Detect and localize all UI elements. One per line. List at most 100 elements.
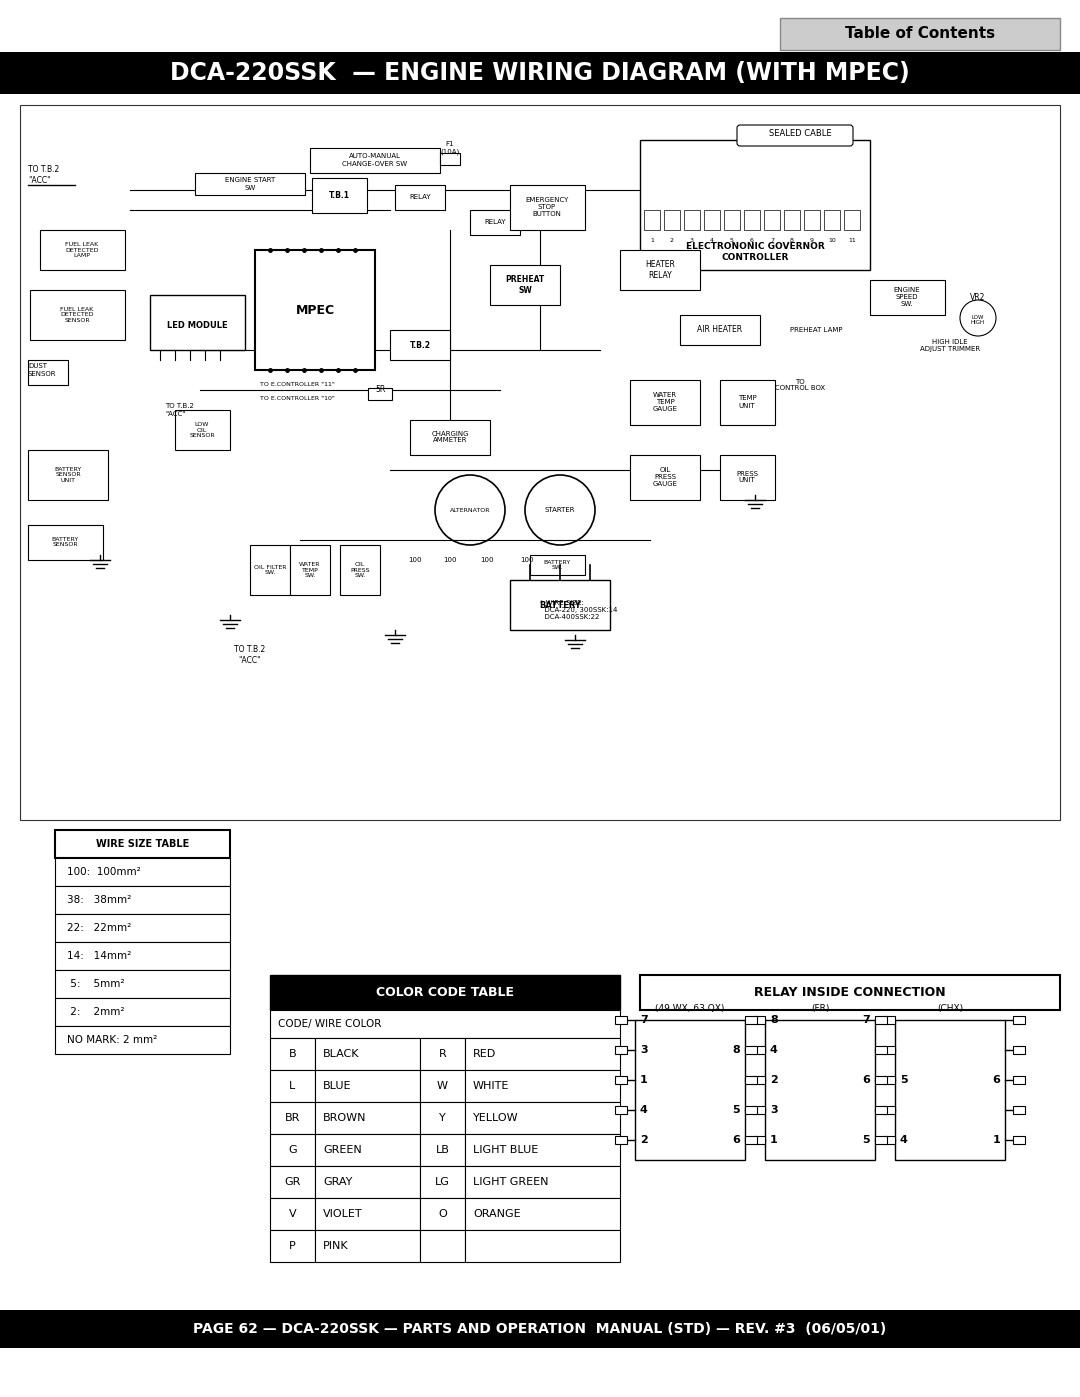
Text: W: W bbox=[437, 1081, 448, 1091]
Bar bbox=[28, 360, 68, 386]
Text: R: R bbox=[438, 1049, 446, 1059]
Text: AUTO-MANUAL
CHANGE-OVER SW: AUTO-MANUAL CHANGE-OVER SW bbox=[342, 154, 407, 166]
Text: 8: 8 bbox=[732, 1045, 740, 1055]
Text: LOW
HIGH: LOW HIGH bbox=[971, 314, 985, 326]
Bar bbox=[470, 210, 519, 235]
Text: WATER
TEMP
SW.: WATER TEMP SW. bbox=[299, 562, 321, 578]
Text: 6: 6 bbox=[862, 1076, 870, 1085]
Bar bbox=[55, 830, 230, 858]
Bar bbox=[395, 184, 445, 210]
Text: ALTERNATOR: ALTERNATOR bbox=[449, 507, 490, 513]
Text: BATTERY
SENSOR: BATTERY SENSOR bbox=[52, 536, 79, 548]
Text: 2: 2 bbox=[670, 237, 674, 243]
Text: RED: RED bbox=[473, 1049, 496, 1059]
Text: BLUE: BLUE bbox=[323, 1081, 351, 1091]
Text: 2: 2 bbox=[640, 1134, 648, 1146]
Text: 5: 5 bbox=[730, 237, 734, 243]
Bar bbox=[315, 1070, 420, 1102]
Bar bbox=[764, 210, 780, 231]
Bar bbox=[0, 1310, 1080, 1348]
Bar bbox=[249, 545, 291, 595]
Bar bbox=[895, 1020, 1005, 1160]
Text: 5R: 5R bbox=[375, 386, 386, 394]
Bar bbox=[270, 1070, 315, 1102]
Text: 14:   14mm²: 14: 14mm² bbox=[67, 951, 132, 961]
Text: WATER
TEMP
GAUGE: WATER TEMP GAUGE bbox=[652, 393, 677, 412]
Text: AIR HEATER: AIR HEATER bbox=[698, 326, 743, 334]
Bar bbox=[465, 1199, 620, 1229]
Bar bbox=[720, 380, 775, 425]
Text: Y: Y bbox=[440, 1113, 446, 1123]
Text: DUST
SENSOR: DUST SENSOR bbox=[28, 363, 56, 377]
Bar bbox=[883, 1106, 895, 1113]
Bar bbox=[420, 1166, 465, 1199]
Text: VR2: VR2 bbox=[970, 293, 986, 303]
Text: HEATER
RELAY: HEATER RELAY bbox=[645, 260, 675, 279]
Bar bbox=[270, 1166, 315, 1199]
Bar bbox=[753, 1016, 765, 1024]
Bar bbox=[490, 265, 561, 305]
Bar bbox=[720, 455, 775, 500]
Text: RELAY: RELAY bbox=[409, 194, 431, 200]
Text: PRESS
UNIT: PRESS UNIT bbox=[735, 471, 758, 483]
Text: 1: 1 bbox=[650, 237, 653, 243]
Text: 7: 7 bbox=[770, 237, 774, 243]
Text: 7: 7 bbox=[862, 1016, 870, 1025]
Bar bbox=[530, 555, 585, 576]
Text: WIRE SIZE TABLE: WIRE SIZE TABLE bbox=[96, 840, 189, 849]
Text: (FR): (FR) bbox=[811, 1003, 829, 1013]
Bar bbox=[744, 210, 760, 231]
Text: 6: 6 bbox=[751, 237, 754, 243]
Bar bbox=[615, 1016, 627, 1024]
Text: EMERGENCY
STOP
BUTTON: EMERGENCY STOP BUTTON bbox=[525, 197, 569, 217]
Text: 5: 5 bbox=[732, 1105, 740, 1115]
Text: TO E.CONTROLLER "11": TO E.CONTROLLER "11" bbox=[260, 383, 335, 387]
Text: 4: 4 bbox=[710, 237, 714, 243]
Text: VIOLET: VIOLET bbox=[323, 1208, 363, 1220]
Bar bbox=[704, 210, 720, 231]
Text: G: G bbox=[288, 1146, 297, 1155]
Text: * WIRE SIZE:
  DCA-220, 300SSK:14
  DCA-400SSK:22: * WIRE SIZE: DCA-220, 300SSK:14 DCA-400S… bbox=[540, 599, 618, 620]
Text: ENGINE START
SW: ENGINE START SW bbox=[225, 177, 275, 190]
Text: FUEL LEAK
DETECTED
SENSOR: FUEL LEAK DETECTED SENSOR bbox=[60, 307, 94, 323]
Bar bbox=[310, 148, 440, 173]
Text: BR: BR bbox=[285, 1113, 300, 1123]
Bar bbox=[420, 1102, 465, 1134]
Bar bbox=[680, 314, 760, 345]
Bar bbox=[315, 1199, 420, 1229]
Text: ENGINE
SPEED
SW.: ENGINE SPEED SW. bbox=[893, 286, 920, 307]
Text: O: O bbox=[438, 1208, 447, 1220]
Bar bbox=[1013, 1076, 1025, 1084]
Bar bbox=[28, 450, 108, 500]
Text: F1
(10A): F1 (10A) bbox=[441, 141, 460, 155]
Text: 100: 100 bbox=[521, 557, 534, 563]
Bar bbox=[875, 1016, 887, 1024]
Text: RELAY: RELAY bbox=[484, 219, 505, 225]
Text: PINK: PINK bbox=[323, 1241, 349, 1250]
Text: LOW
OIL
SENSOR: LOW OIL SENSOR bbox=[189, 422, 215, 439]
Bar bbox=[1013, 1016, 1025, 1024]
Bar bbox=[883, 1016, 895, 1024]
Text: BATTERY
SW.: BATTERY SW. bbox=[543, 560, 570, 570]
Bar bbox=[420, 1038, 465, 1070]
Text: TO E.CONTROLLER "10": TO E.CONTROLLER "10" bbox=[260, 395, 335, 401]
Text: 5: 5 bbox=[862, 1134, 870, 1146]
Bar bbox=[615, 1046, 627, 1053]
Text: ORANGE: ORANGE bbox=[473, 1208, 521, 1220]
Text: 2: 2 bbox=[770, 1076, 778, 1085]
Bar bbox=[420, 1070, 465, 1102]
Text: 7: 7 bbox=[640, 1016, 648, 1025]
Bar bbox=[55, 858, 230, 886]
Text: LB: LB bbox=[435, 1146, 449, 1155]
Bar bbox=[55, 997, 230, 1025]
Bar bbox=[765, 1020, 875, 1160]
Text: V: V bbox=[288, 1208, 296, 1220]
Text: 100:  100mm²: 100: 100mm² bbox=[67, 868, 140, 877]
Text: DCA-220SSK  — ENGINE WIRING DIAGRAM (WITH MPEC): DCA-220SSK — ENGINE WIRING DIAGRAM (WITH… bbox=[171, 61, 909, 85]
Text: Table of Contents: Table of Contents bbox=[845, 27, 995, 42]
Bar bbox=[55, 886, 230, 914]
Bar bbox=[745, 1106, 757, 1113]
Bar bbox=[724, 210, 740, 231]
Bar bbox=[465, 1166, 620, 1199]
Text: ELECTRONONIC GOVERNOR
CONTROLLER: ELECTRONONIC GOVERNOR CONTROLLER bbox=[686, 242, 824, 261]
